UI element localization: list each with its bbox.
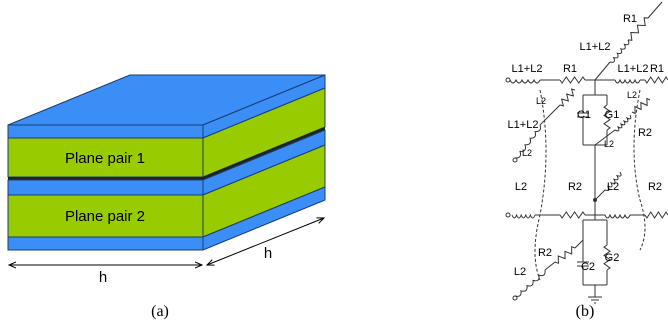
circuit-label: R2	[648, 181, 662, 193]
inductor	[610, 40, 629, 62]
circuit-label: C1	[577, 109, 591, 121]
terminal	[513, 158, 517, 162]
resistor	[560, 77, 585, 83]
resistor	[632, 99, 650, 114]
dimension-label: h	[264, 245, 272, 262]
circuit-label: L1+L2	[508, 119, 539, 131]
wire	[648, 2, 662, 18]
wire	[545, 262, 555, 270]
terminal	[506, 78, 510, 82]
inductor	[510, 80, 540, 83]
circuit-label: L1+L2	[618, 63, 649, 75]
figure: Plane pair 1 Plane pair 2 h h (a) (b) R1…	[0, 0, 668, 328]
wire	[540, 105, 560, 125]
panel-a: Plane pair 1 Plane pair 2 h h (a)	[8, 75, 325, 320]
resistor	[560, 212, 585, 218]
circuit-label: L2	[607, 181, 619, 193]
circuit-label: R2	[568, 181, 582, 193]
circuit-label: R2	[638, 127, 652, 139]
circuit-label: R1	[650, 63, 664, 75]
caption: (a)	[151, 303, 169, 320]
circuit-label: L2	[627, 90, 637, 100]
circuit-label: L2	[604, 139, 614, 149]
layer	[8, 180, 203, 195]
circuit-label: G1	[605, 109, 620, 121]
circuit-label: L2	[522, 148, 532, 158]
circuit-label: R1	[563, 63, 577, 75]
resistor	[645, 212, 668, 218]
inductor	[615, 80, 640, 83]
circuit-label: L1+L2	[512, 63, 543, 75]
layer-label: Plane pair 1	[65, 150, 145, 167]
circuit-label: L2	[514, 266, 526, 278]
layer-label: Plane pair 2	[65, 208, 145, 225]
wire	[595, 190, 605, 200]
resistor	[555, 247, 575, 264]
resistor	[645, 77, 668, 83]
circuit-label: C2	[581, 261, 595, 273]
dimension-label: h	[99, 269, 107, 286]
wire	[575, 240, 583, 248]
resistor	[560, 89, 575, 106]
inductor	[512, 215, 535, 218]
layer	[8, 237, 203, 250]
wire	[595, 62, 610, 80]
caption: (b)	[576, 303, 595, 320]
layer	[8, 125, 203, 138]
circuit-label: L2	[515, 181, 527, 193]
circuit-label: L2	[536, 96, 546, 106]
circuit-label: R1	[623, 13, 637, 25]
circuit-label: G2	[605, 252, 620, 264]
terminal	[506, 213, 510, 217]
circuit-label: L1+L2	[580, 41, 611, 53]
inductor	[605, 215, 630, 218]
circuit-label: R2	[538, 247, 552, 259]
